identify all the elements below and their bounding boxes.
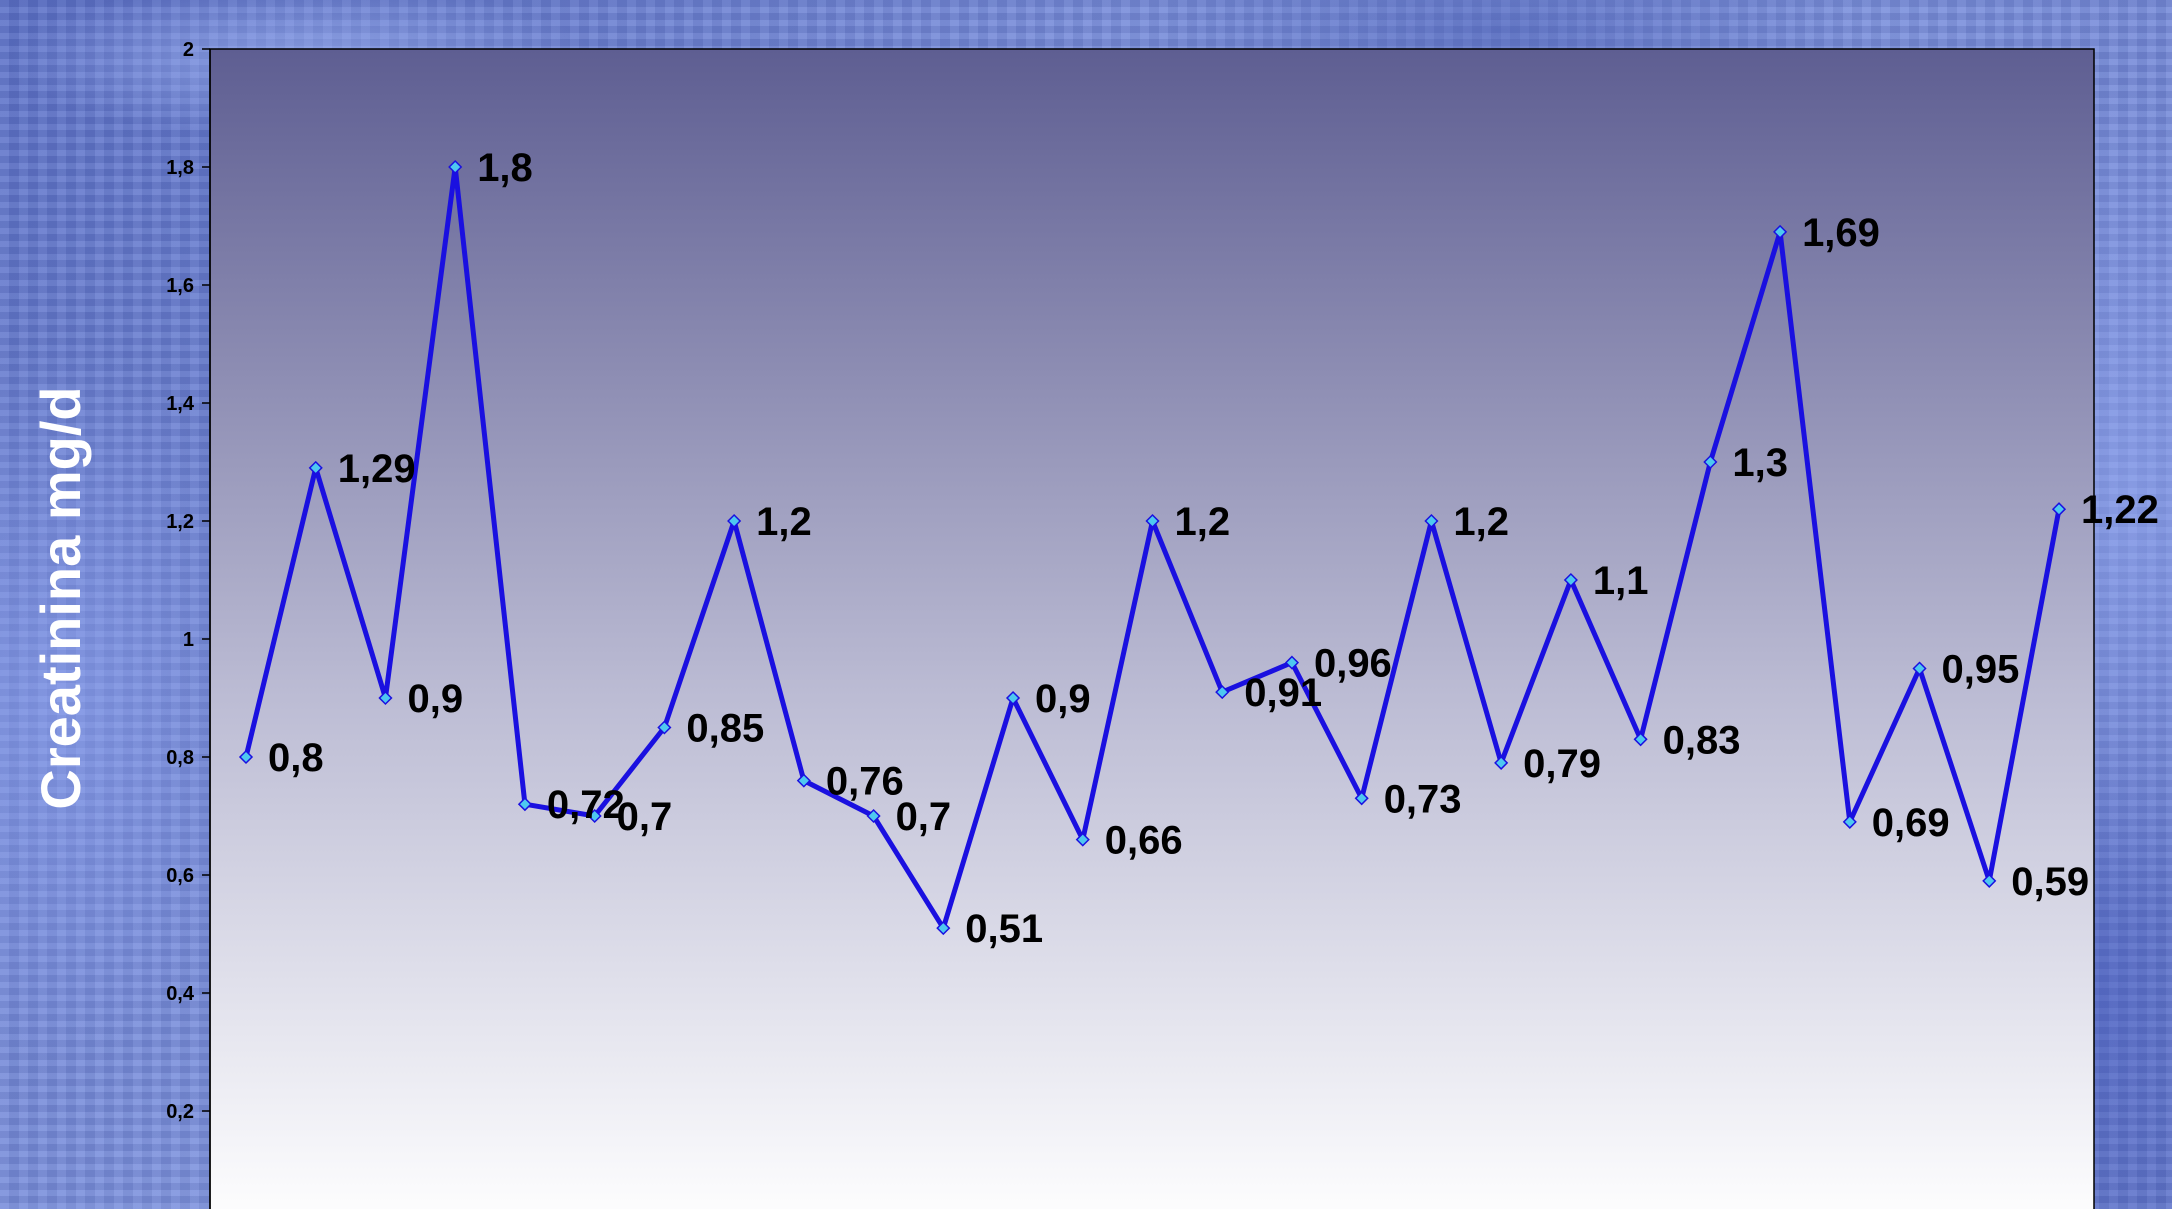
data-point-marker (657, 720, 672, 735)
data-point-marker (1912, 661, 1927, 676)
data-label: 1,3 (1732, 441, 1788, 485)
data-point-marker (1703, 454, 1718, 470)
data-label: 0,76 (826, 760, 904, 804)
data-point-marker (866, 808, 881, 824)
data-label: 0,7 (617, 795, 673, 839)
data-label: 0,51 (965, 907, 1043, 951)
data-label: 0,79 (1523, 742, 1601, 786)
data-label: 0,66 (1105, 819, 1183, 863)
data-point-marker (308, 460, 323, 475)
y-tick-label: 1,6 (166, 275, 194, 297)
data-labels: 0,81,290,91,80,720,70,851,20,760,70,510,… (268, 146, 2159, 951)
data-point-marker (1494, 755, 1509, 770)
data-label: 0,83 (1663, 718, 1741, 762)
data-point-marker (1215, 685, 1230, 700)
data-point-marker (1842, 814, 1857, 829)
y-tick-label: 0,4 (166, 983, 195, 1005)
data-point-marker (1284, 655, 1300, 670)
data-label: 1,2 (1175, 500, 1231, 544)
data-point-marker (2051, 502, 2067, 517)
data-label: 0,69 (1872, 801, 1950, 845)
data-point-marker (1982, 873, 1997, 888)
data-label: 0,72 (547, 783, 625, 827)
data-point-marker (1145, 513, 1160, 529)
data-label: 1,2 (1453, 500, 1509, 544)
data-points (238, 159, 2067, 936)
y-axis-ticks: 00,20,40,60,811,21,41,61,82 (166, 39, 210, 1123)
y-tick-label: 1,2 (166, 511, 194, 533)
data-point-marker (517, 797, 532, 812)
data-point-marker (1424, 513, 1439, 529)
data-label: 1,2 (756, 500, 812, 544)
data-point-marker (238, 749, 254, 765)
y-tick-label: 1 (183, 629, 194, 651)
data-label: 0,91 (1244, 671, 1322, 715)
data-label: 0,59 (2011, 860, 2089, 904)
y-tick-label: 0,6 (166, 865, 194, 887)
data-label: 0,96 (1314, 642, 1392, 686)
data-label: 0,8 (268, 736, 324, 780)
data-point-marker (448, 159, 463, 175)
data-point-marker (1633, 732, 1648, 747)
y-tick-label: 0,8 (166, 747, 194, 769)
data-point-marker (378, 690, 393, 706)
data-point-marker (1005, 690, 1021, 706)
y-axis-title: Creatinina mg/d (29, 386, 92, 809)
data-label: 1,22 (2081, 488, 2159, 532)
y-tick-label: 0,2 (166, 1101, 194, 1123)
y-tick-label: 1,4 (166, 393, 195, 415)
data-point-marker (1354, 791, 1369, 806)
data-label: 0,9 (407, 677, 463, 721)
data-label: 1,1 (1593, 559, 1649, 603)
data-label: 0,7 (896, 795, 952, 839)
data-label: 0,73 (1384, 777, 1462, 821)
data-point-marker (587, 808, 602, 824)
data-point-marker (1075, 832, 1090, 847)
data-label: 0,85 (686, 707, 764, 751)
y-tick-label: 2 (183, 39, 194, 61)
data-point-marker (727, 513, 742, 529)
y-tick-label: 1,8 (166, 157, 194, 179)
data-label: 1,8 (477, 146, 533, 190)
data-point-marker (1563, 572, 1578, 588)
data-label: 0,9 (1035, 677, 1091, 721)
data-label: 0,95 (1942, 648, 2020, 692)
data-point-marker (1773, 224, 1788, 239)
data-point-marker (796, 773, 811, 788)
data-point-marker (936, 921, 951, 936)
data-label: 1,29 (338, 447, 416, 491)
data-label: 1,69 (1802, 211, 1880, 255)
